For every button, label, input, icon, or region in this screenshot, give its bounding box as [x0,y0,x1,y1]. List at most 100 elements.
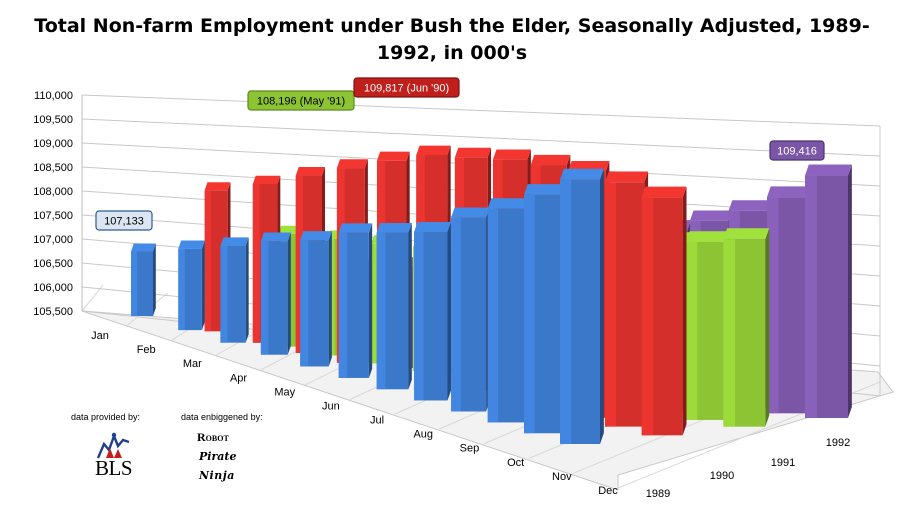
annotation-box [247,90,355,111]
bar-top-face [252,175,281,184]
bar-highlight [376,232,386,390]
bar-1989-jul [376,222,412,390]
bar-top-face [416,145,451,155]
bar-side-face [600,168,604,444]
bar-highlight [131,251,138,316]
x-tick-label: Oct [507,457,524,469]
bar-highlight [560,179,572,444]
x-tick-label: Jun [322,400,340,412]
x-tick-label: Apr [230,372,247,384]
annotation-label: 107,133 [104,216,144,228]
bar-1989-apr [260,232,291,355]
bar-highlight [641,197,654,436]
bar-highlight [252,183,260,343]
bar-1989-sep [451,207,490,412]
bar-highlight [723,239,736,427]
bar-side-face [328,231,332,367]
annotation-label: 108,196 (May '91) [257,96,345,108]
bar-highlight [414,231,424,401]
bar-1989-jan [131,243,156,316]
y-tick-label: 109,500 [33,114,73,126]
series-label: 1989 [646,488,670,500]
bar-highlight [523,194,535,434]
bar-top-face [604,171,649,183]
bar-side-face [153,243,156,316]
y-tick-label: 108,000 [33,186,73,198]
bar-side-face [848,164,852,418]
x-tick-label: Mar [183,358,202,370]
bar-1991-dec [723,228,770,427]
bar-1989-oct [487,198,529,423]
series-label: 1992 [826,437,850,449]
bar-highlight [805,175,818,418]
value-annotations: 107,133 108,196 (May '91) 109,817 (Jun '90… [95,77,825,231]
bls-logo-icon [96,432,130,459]
bar-side-face [245,237,249,343]
bar-top-face [689,210,732,221]
bar-highlight [220,245,228,343]
credit-enbiggened-label: data enbiggened by: [181,412,263,422]
bar-1989-aug [414,222,451,401]
credit-provided-label: data provided by: [71,412,141,422]
annotation-box [95,210,153,231]
y-tick-label: 105,500 [33,306,73,318]
bar-top-face [451,207,490,218]
x-tick-label: Nov [552,471,572,483]
bar-highlight [338,232,348,378]
bar-1990-nov [604,171,649,427]
bar-top-face [338,223,373,233]
credit-robot: Robot [197,430,229,444]
bar-1989-nov [523,184,567,434]
bar-top-face [300,231,332,241]
annotation-box [769,140,825,161]
bar-highlight [178,248,185,331]
bar-side-face [201,240,205,331]
bar-1989-dec [560,168,604,444]
bar-top-face [766,186,813,198]
annotation-1989-jan: 107,133 [95,210,153,231]
bar-top-face [685,231,731,242]
bar-side-face [765,228,770,427]
bar-top-face [131,243,156,252]
y-gridline [81,94,881,127]
y-tick-label: 106,500 [33,258,73,270]
bar-top-face [260,232,291,242]
y-tick-label: 107,000 [33,234,73,246]
series-label: 1990 [710,470,734,482]
bar-top-face [220,237,249,246]
bar-top-face [376,151,410,161]
bar-1989-may [300,231,332,367]
bar-top-face [560,168,604,180]
x-tick-label: Jan [91,330,109,342]
annotation-1992-dec: 109,416 [769,140,825,161]
bar-top-face [805,164,852,176]
bar-side-face [447,222,451,401]
y-tick-label: 109,000 [33,138,73,150]
bar-top-face [723,228,770,240]
bar-top-face [454,147,492,158]
credit-pirate: Pirate [199,450,237,463]
x-tick-label: Feb [137,344,156,356]
bar-1989-mar [220,237,249,343]
bar-highlight [487,208,498,423]
bar-1992-dec [805,164,852,418]
bar-top-face [523,184,567,195]
bar-top-face [487,198,529,209]
bar-top-face [492,149,531,160]
series-label: 1991 [771,457,795,469]
x-tick-label: Aug [413,429,433,441]
bar-highlight [204,190,212,332]
annotation-box [353,77,460,98]
chart-title-line1: Total Non-farm Employment under Bush the… [34,15,869,37]
y-gridline [81,118,881,157]
y-tick-label: 110,000 [34,90,73,102]
bar-highlight [300,240,309,367]
bar-top-face [414,222,451,232]
y-axis-ticks: 105,500 106,000 106,500 107,000 107,500 108,0… [33,90,73,318]
y-tick-label: 107,500 [33,210,73,222]
bar-highlight [260,241,269,355]
bar-highlight [371,243,379,364]
bar-top-face [336,159,368,169]
bar-top-face [376,222,412,233]
